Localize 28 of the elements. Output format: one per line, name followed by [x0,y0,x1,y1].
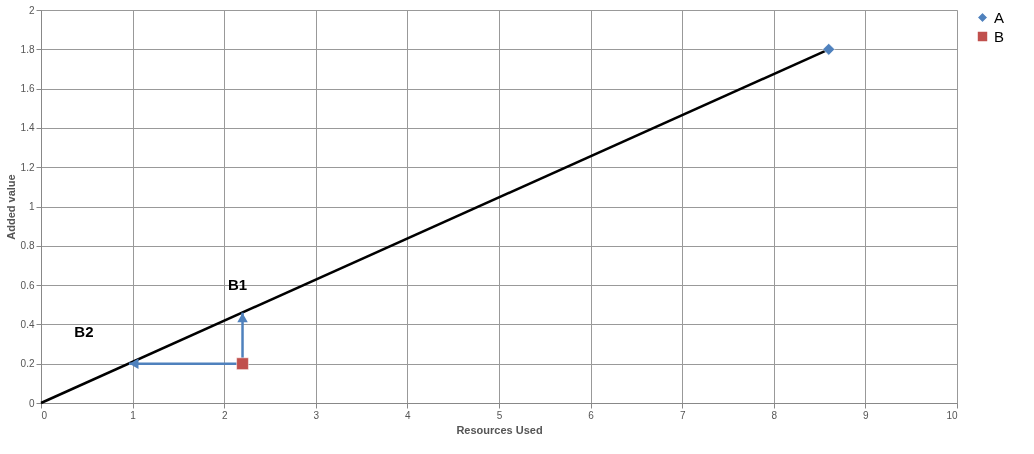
y-tick-label: 0.8 [20,240,35,252]
x-tick-label: 10 [946,409,958,421]
y-tick-label: 1.2 [20,161,35,173]
x-tick-label: 3 [313,409,320,421]
x-axis-title: Resources Used [456,423,543,436]
y-axis-title: Added value [4,174,17,240]
x-tick-label: 6 [588,409,595,421]
legend-label: A [994,8,1005,26]
y-tick-label: 2 [28,4,35,16]
y-tick-label: 0.4 [20,318,35,330]
y-tick-label: 1 [28,201,35,212]
x-tick-label: 4 [405,409,412,421]
y-tick-label: 1.6 [20,83,35,95]
y-tick-label: 0.2 [20,358,35,370]
x-tick-label: 8 [771,409,778,421]
x-tick-label: 9 [863,409,870,421]
x-tick-label: 7 [679,409,686,421]
legend-label: B [994,27,1005,45]
y-tick-label: 1.8 [20,43,35,55]
x-tick-label: 0 [41,409,48,421]
annotation: B1 [227,275,248,293]
y-tick-label: 1.4 [20,122,35,134]
x-tick-label: 5 [496,409,503,421]
x-tick-label: 2 [221,409,228,421]
x-tick-label: 1 [130,409,137,421]
annotation: B2 [74,322,94,340]
y-tick-label: 0.6 [20,279,35,291]
y-tick-label: 0 [28,397,35,409]
